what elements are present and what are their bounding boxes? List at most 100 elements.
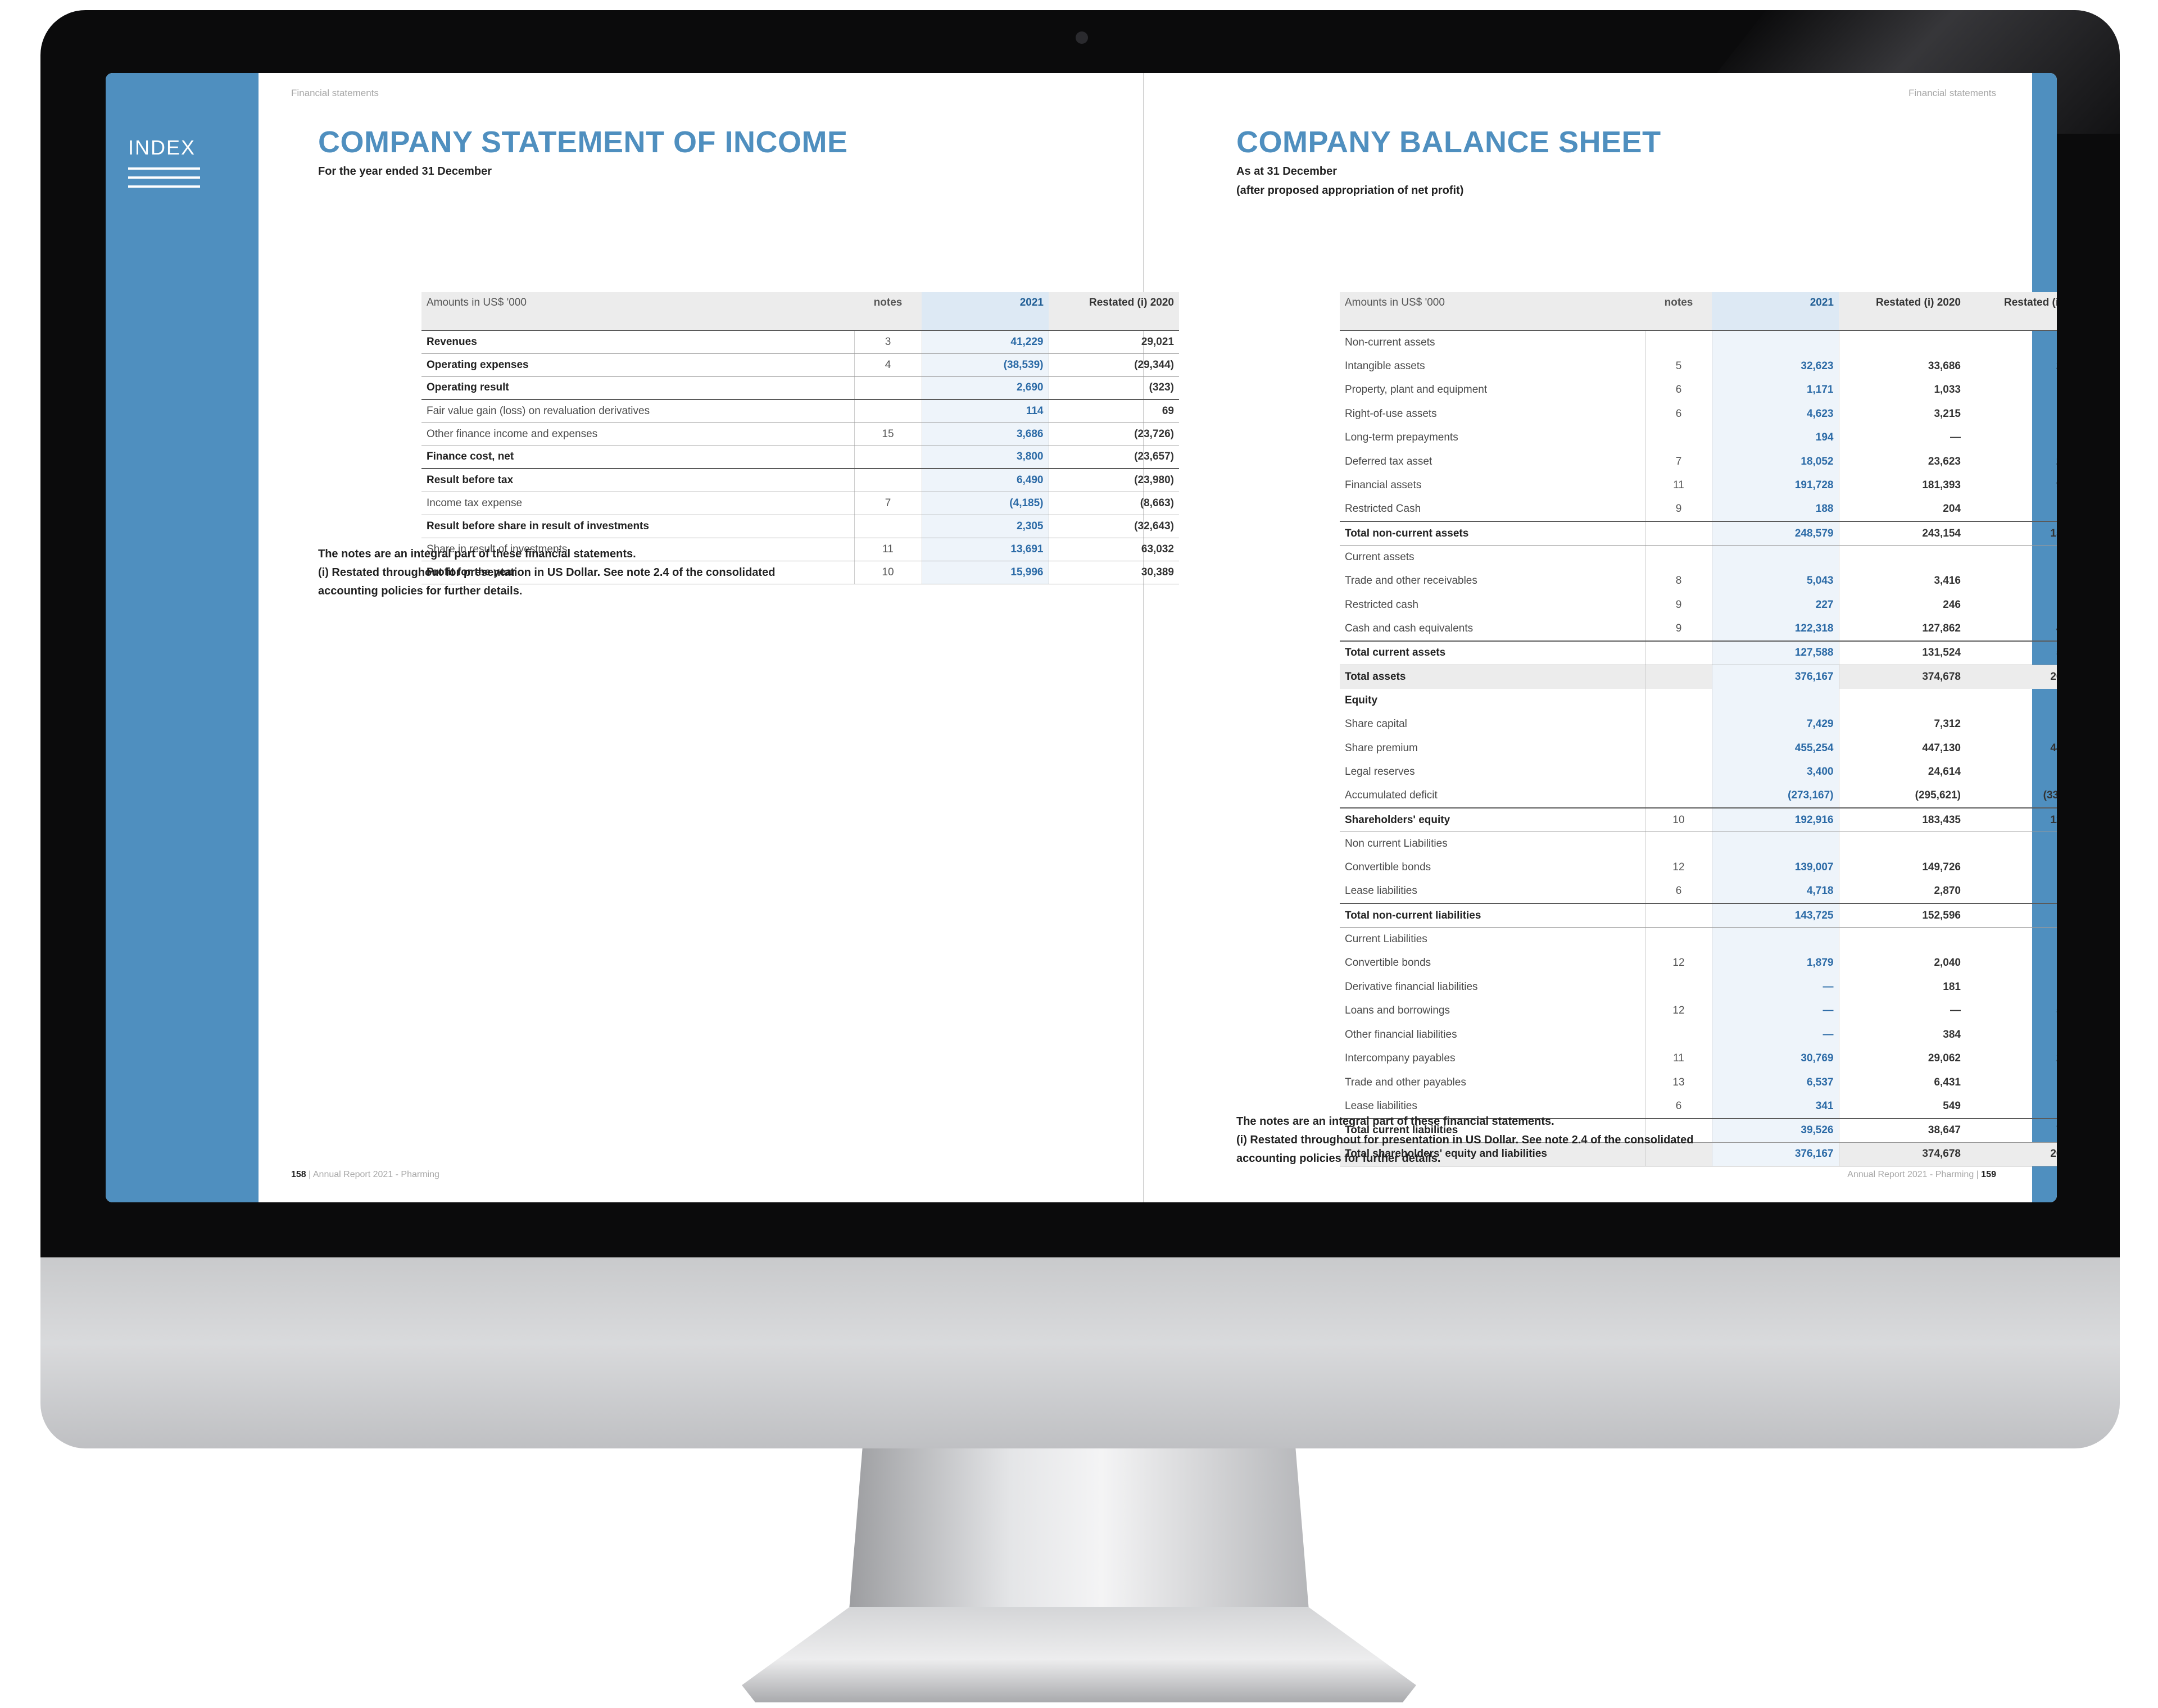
value-2020: (8,663) [1049, 492, 1179, 515]
table-row: Trade and other receivables 85,043 3,416 1,… [1340, 569, 2057, 593]
value-2021: 188 [1712, 497, 1839, 522]
table-row: Convertible bonds 12139,007 149,726 — [1340, 856, 2057, 880]
row-label: Trade and other payables [1345, 1076, 1466, 1088]
table-row: Cash and cash equivalents 9 122,318 127,862… [1340, 617, 2057, 642]
table-row: Shareholders' equity10192,916183,435124,… [1340, 808, 2057, 832]
column-header-2020: Restated (i) 2020 [1839, 292, 1966, 331]
row-note [1645, 927, 1712, 951]
row-label: Share in result of investments [421, 538, 854, 561]
value-2020: 23,623 [1928, 455, 1961, 467]
value-2020 [1839, 832, 1966, 856]
row-label: Legal reserves [1345, 766, 1415, 778]
value-2021: 191,728 [1712, 474, 1839, 498]
value-2021: 1,879 [1712, 951, 1839, 975]
table-row: Trade and other payables 136,537 6,431 3,44… [1340, 1070, 2057, 1094]
value-2020: 246 [1943, 598, 1961, 611]
notes-line: The notes are an integral part of these … [318, 548, 636, 560]
notes-line: (i) Restated throughout for presentation… [318, 566, 776, 579]
row-label: Total non-current assets [1340, 521, 1645, 546]
balance-sheet-subtitle: As at 31 December [1236, 165, 1337, 178]
row-note [1645, 665, 1712, 689]
value-2020: 2,040 [1934, 957, 1961, 969]
value-2019: 441,951 [2050, 742, 2057, 754]
value-2021: 2,305 [922, 515, 1049, 538]
column-header-2021: 2021 [922, 292, 1049, 331]
table-row: Total shareholders' equity and liabiliti… [1340, 1142, 2057, 1166]
value-2019: 2,605 [1966, 879, 2057, 904]
value-2020: 183,435 [1839, 808, 1966, 832]
row-note: 6 [1645, 402, 1712, 426]
value-2019: 412 [1966, 497, 2057, 522]
value-2020: (23,657) [1049, 446, 1179, 469]
value-2019: 155,480 [1966, 521, 2057, 546]
row-note: 6 [1645, 1094, 1712, 1119]
footer-right: Annual Report 2021 - Pharming | 159 [1847, 1170, 1996, 1179]
value-2019: — [1966, 593, 2057, 617]
value-2021: 4,623 [1712, 402, 1839, 426]
value-2021: 127,588 [1712, 640, 1839, 665]
value-2019: 3,091 [1966, 402, 2057, 426]
row-label: Current Liabilities [1345, 933, 1427, 945]
table-row: Share capital 7,429 7,312 7,226 [1340, 712, 2057, 737]
table-row: Result before share in result of investm… [421, 515, 1179, 538]
value-2021: 3,686 [922, 423, 1049, 446]
monitor-stand-neck [849, 1448, 1309, 1617]
column-header-2020: Restated (i) 2020 [1049, 292, 1179, 331]
value-2021: 114 [922, 399, 1049, 423]
value-2020: 6,431 [1934, 1076, 1961, 1088]
row-note [1645, 1142, 1712, 1166]
index-link[interactable]: INDEX [128, 136, 196, 159]
value-2021: 248,579 [1712, 521, 1839, 546]
row-note: 9 [1645, 593, 1712, 617]
row-label: Total non-current liabilities [1340, 903, 1645, 928]
row-note [1645, 712, 1712, 737]
value-2019 [1966, 546, 2057, 570]
row-note: 15 [854, 423, 922, 446]
value-2021: 32,623 [1712, 354, 1839, 378]
row-note [1645, 832, 1712, 856]
row-note [1645, 1118, 1712, 1143]
value-2021: 39,526 [1712, 1118, 1839, 1143]
value-2020 [1839, 330, 1966, 355]
page-number: 159 [1981, 1170, 1996, 1179]
notes-line: accounting policies for further details. [318, 585, 523, 597]
table-row: Other finance income and expenses 15 3,686… [421, 423, 1179, 446]
value-2021: 18,052 [1712, 449, 1839, 474]
row-note [1645, 545, 1712, 569]
value-2019: 79,479 [1966, 1118, 2057, 1143]
table-row: Accumulated deficit (273,167) (295,621) (33… [1340, 784, 2057, 808]
table-row: Legal reserves 3,400 24,614 8,926 [1340, 760, 2057, 784]
notes-line: accounting policies for further details. [1236, 1152, 1441, 1165]
value-2021: 143,725 [1712, 903, 1839, 928]
table-row: Non current Liabilities [1340, 832, 2057, 856]
value-2019: 29,902 [1966, 450, 2057, 474]
value-2020: 29,062 [1928, 1052, 1961, 1065]
value-2020: (23,726) [1049, 423, 1179, 446]
value-2020: 69 [1049, 399, 1179, 423]
table-row: Right-of-use assets 64,623 3,215 3,091 [1340, 402, 2057, 426]
footer-left: 158 | Annual Report 2021 - Pharming [291, 1170, 439, 1179]
column-header-amounts: Amounts in US$ '000 [1340, 292, 1645, 331]
page-number: 158 [291, 1170, 306, 1179]
balance-sheet-title: COMPANY BALANCE SHEET [1236, 125, 1661, 159]
row-label: Cash and cash equivalents [1340, 617, 1645, 642]
row-label: Loans and borrowings [1345, 1005, 1450, 1017]
value-2021: 376,167 [1712, 665, 1839, 689]
table-row: Non-current assets [1340, 330, 2057, 355]
row-label: Right-of-use assets [1345, 407, 1437, 420]
row-note: 12 [1645, 951, 1712, 975]
value-2021: 376,167 [1712, 1142, 1839, 1166]
row-label: Equity [1345, 694, 1378, 706]
value-2020: — [1950, 1005, 1961, 1017]
value-2019: 49,451 [1966, 617, 2057, 642]
value-2020: 2,870 [1839, 879, 1966, 904]
hamburger-menu-icon[interactable] [128, 167, 200, 194]
page-spine [1143, 73, 1144, 1202]
row-note: 10 [854, 561, 922, 584]
value-2021: 7,429 [1712, 712, 1839, 737]
value-2020: 29,021 [1049, 330, 1179, 354]
row-label: Other finance income and expenses [421, 423, 854, 446]
value-2021: 5,043 [1712, 569, 1839, 593]
